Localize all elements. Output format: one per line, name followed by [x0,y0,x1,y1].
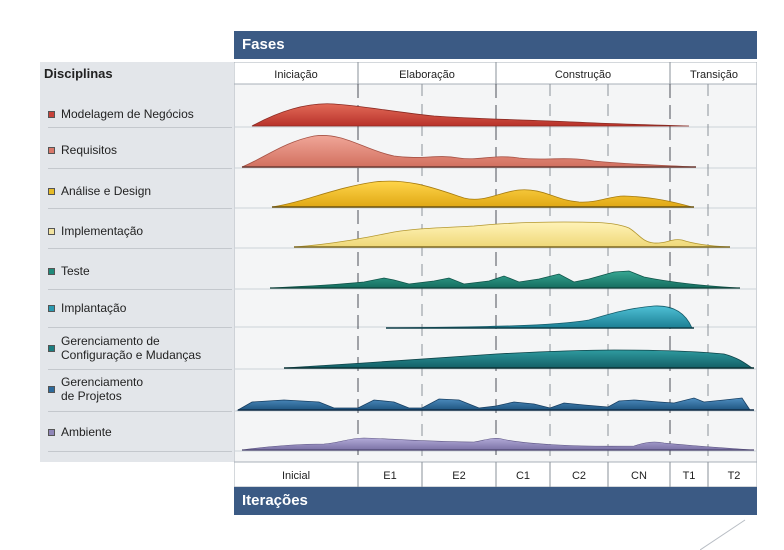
discipline-deployment: Implantação [48,301,126,315]
swatch-icon [48,305,55,313]
iteration-label-t1: T1 [683,470,696,482]
swatch-icon [48,228,55,236]
iteration-label-e1: E1 [383,470,396,482]
phase-label-construction: Construção [555,69,611,81]
disciplines-title: Disciplinas [44,66,113,81]
swatch-icon [48,147,55,155]
swatch-icon [48,268,55,276]
hump-analysis-design [271,180,693,208]
separator [48,411,232,412]
iteration-label-e2: E2 [452,470,465,482]
iteration-label-t2: T2 [728,470,741,482]
iterations-header: Iterações [234,487,757,515]
iteration-label-c2: C2 [572,470,586,482]
discipline-environment: Ambiente [48,425,112,439]
swatch-icon [48,188,55,196]
separator [48,289,232,290]
phase-label-inception: Iniciação [274,69,317,81]
phases-header: Fases [234,31,757,59]
phase-dividers [357,62,709,487]
minor-dividers [421,84,709,462]
swatch-icon [48,111,55,119]
hump-implementation [293,221,730,248]
iteration-label-inicial: Inicial [282,470,310,482]
swatch-icon [48,429,55,437]
swatch-icon [48,385,55,393]
discipline-requirements: Requisitos [48,143,117,157]
hump-deployment [385,305,693,329]
separator [48,208,232,209]
phase-label-transition: Transição [690,69,738,81]
separator [48,451,232,452]
separator [48,369,232,370]
hump-test [269,270,740,289]
disciplines-panel [40,62,234,462]
phase-label-elaboration: Elaboração [399,69,455,81]
iteration-label-cn: CN [631,470,647,482]
discipline-test: Teste [48,264,90,278]
discipline-business-modeling: Modelagem de Negócios [48,107,194,121]
separator [48,248,232,249]
iteration-label-c1: C1 [516,470,530,482]
discipline-configuration: Gerenciamento de Configuração e Mudanças [48,334,201,362]
separator [48,327,232,328]
hump-business-modeling [251,103,690,127]
decorative-corner-line [700,519,746,550]
discipline-analysis-design: Análise e Design [48,184,151,198]
phases-chart: Iniciação Elaboração Construção Transiçã… [234,62,757,487]
separator [48,127,232,128]
hump-requirements [241,135,695,168]
discipline-project-management: Gerenciamento de Projetos [48,375,143,403]
swatch-icon [48,344,55,352]
discipline-implementation: Implementação [48,224,143,238]
separator [48,168,232,169]
hump-environment [241,437,755,451]
hump-configuration [283,349,754,369]
hump-project-management [236,397,751,411]
